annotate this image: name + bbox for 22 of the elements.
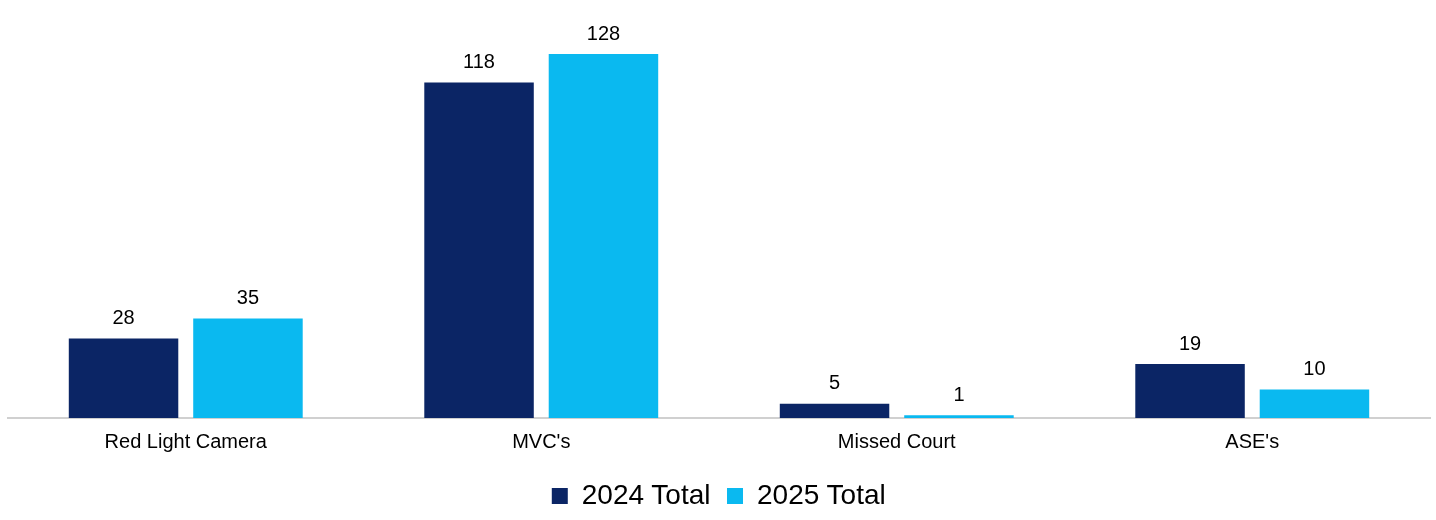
bar	[1259, 389, 1370, 418]
data-label: 5	[828, 371, 841, 394]
bar	[904, 415, 1014, 418]
data-label: 10	[1303, 357, 1326, 380]
data-label: 19	[1178, 331, 1202, 354]
bar	[1135, 363, 1245, 418]
x-tick-label: MVC's	[512, 429, 571, 452]
data-label: 1	[953, 382, 965, 405]
bar	[193, 318, 303, 418]
data-label: 35	[236, 286, 260, 309]
x-tick-label: Missed Court	[837, 429, 957, 452]
x-tick-label: Red Light Camera	[104, 429, 268, 452]
data-label: 118	[463, 50, 495, 73]
legend-label: 2024 Total	[581, 478, 711, 510]
bar	[424, 82, 534, 418]
data-label: 128	[586, 21, 621, 44]
x-tick-label: ASE's	[1225, 429, 1280, 452]
bar	[68, 338, 179, 418]
data-label: 28	[112, 305, 135, 328]
legend-label: 2025 Total	[757, 478, 886, 510]
bar	[779, 403, 890, 418]
bar	[548, 54, 659, 418]
